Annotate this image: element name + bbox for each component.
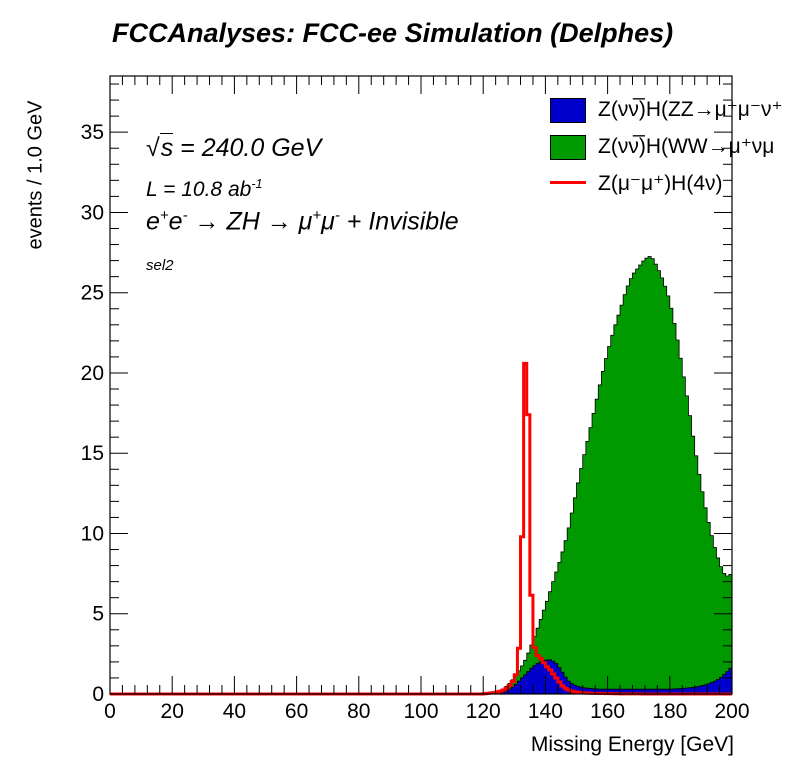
legend-label-ww: Z(νν̅)H(WW→μ⁺νμ (598, 135, 775, 158)
process-invisible: + Invisible (339, 207, 459, 236)
process-electron: e (146, 207, 160, 236)
process-arrow-zh: → ZH → μ (187, 207, 313, 236)
process-annotation: e+e- → ZH → μ+μ- + Invisible (146, 207, 459, 236)
x-axis-label: Missing Energy [GeV] (530, 733, 734, 756)
y-axis-label: events / 1.0 GeV (24, 100, 47, 250)
x-tick-label: 20 (161, 700, 184, 723)
y-tick-label: 30 (81, 201, 104, 224)
legend-label-zz: Z(νν̅)H(ZZ→μ⁺μ⁻ν⁺ (598, 98, 783, 121)
process-charge-minus: - (182, 207, 188, 224)
process-muon: μ (321, 207, 335, 236)
chart-title: FCCAnalyses: FCC-ee Simulation (Delphes) (112, 18, 674, 48)
x-tick-label: 160 (590, 700, 625, 723)
sqrt-s-annotation: √s = 240.0 GeV (146, 133, 322, 163)
legend-label-signal: Z(μ⁻μ⁺)H(4ν) (598, 172, 723, 195)
sqrt-symbol: √ (146, 134, 160, 162)
luminosity-annotation: L = 10.8 ab-1 (146, 177, 263, 202)
y-tick-label: 10 (81, 522, 104, 545)
luminosity-exponent: -1 (251, 177, 263, 191)
process-charge-plus: + (159, 207, 169, 224)
y-tick-label: 35 (81, 121, 104, 144)
x-tick-label: 60 (285, 700, 308, 723)
y-tick-label: 5 (92, 603, 104, 626)
x-tick-label: 200 (714, 700, 749, 723)
y-tick-label: 15 (81, 442, 104, 465)
sqrt-s-variable: s (159, 133, 174, 162)
process-muon-charge-minus: - (334, 207, 340, 224)
x-axis: 0 20 40 60 80 100 120 140 160 180 200 (104, 76, 750, 723)
legend-swatch-zz (550, 98, 586, 123)
y-tick-label: 20 (81, 362, 104, 385)
x-tick-label: 180 (652, 700, 687, 723)
x-tick-label: 100 (403, 700, 438, 723)
x-tick-label: 120 (466, 700, 501, 723)
y-tick-label: 25 (81, 282, 104, 305)
sqrt-s-value: = 240.0 GeV (173, 134, 322, 162)
x-tick-label: 0 (104, 700, 116, 723)
x-tick-label: 80 (347, 700, 370, 723)
y-axis: 0 5 10 15 20 25 30 35 (81, 83, 732, 706)
process-muon-charge-plus: + (312, 207, 322, 224)
y-tick-label: 0 (92, 683, 104, 706)
legend-line-signal (550, 181, 586, 184)
process-electron-2: e (168, 207, 183, 236)
x-tick-label: 140 (528, 700, 563, 723)
luminosity-text: L = 10.8 ab (146, 178, 252, 201)
selection-label: sel2 (146, 257, 174, 274)
legend-swatch-ww (550, 135, 586, 160)
x-tick-label: 40 (223, 700, 246, 723)
